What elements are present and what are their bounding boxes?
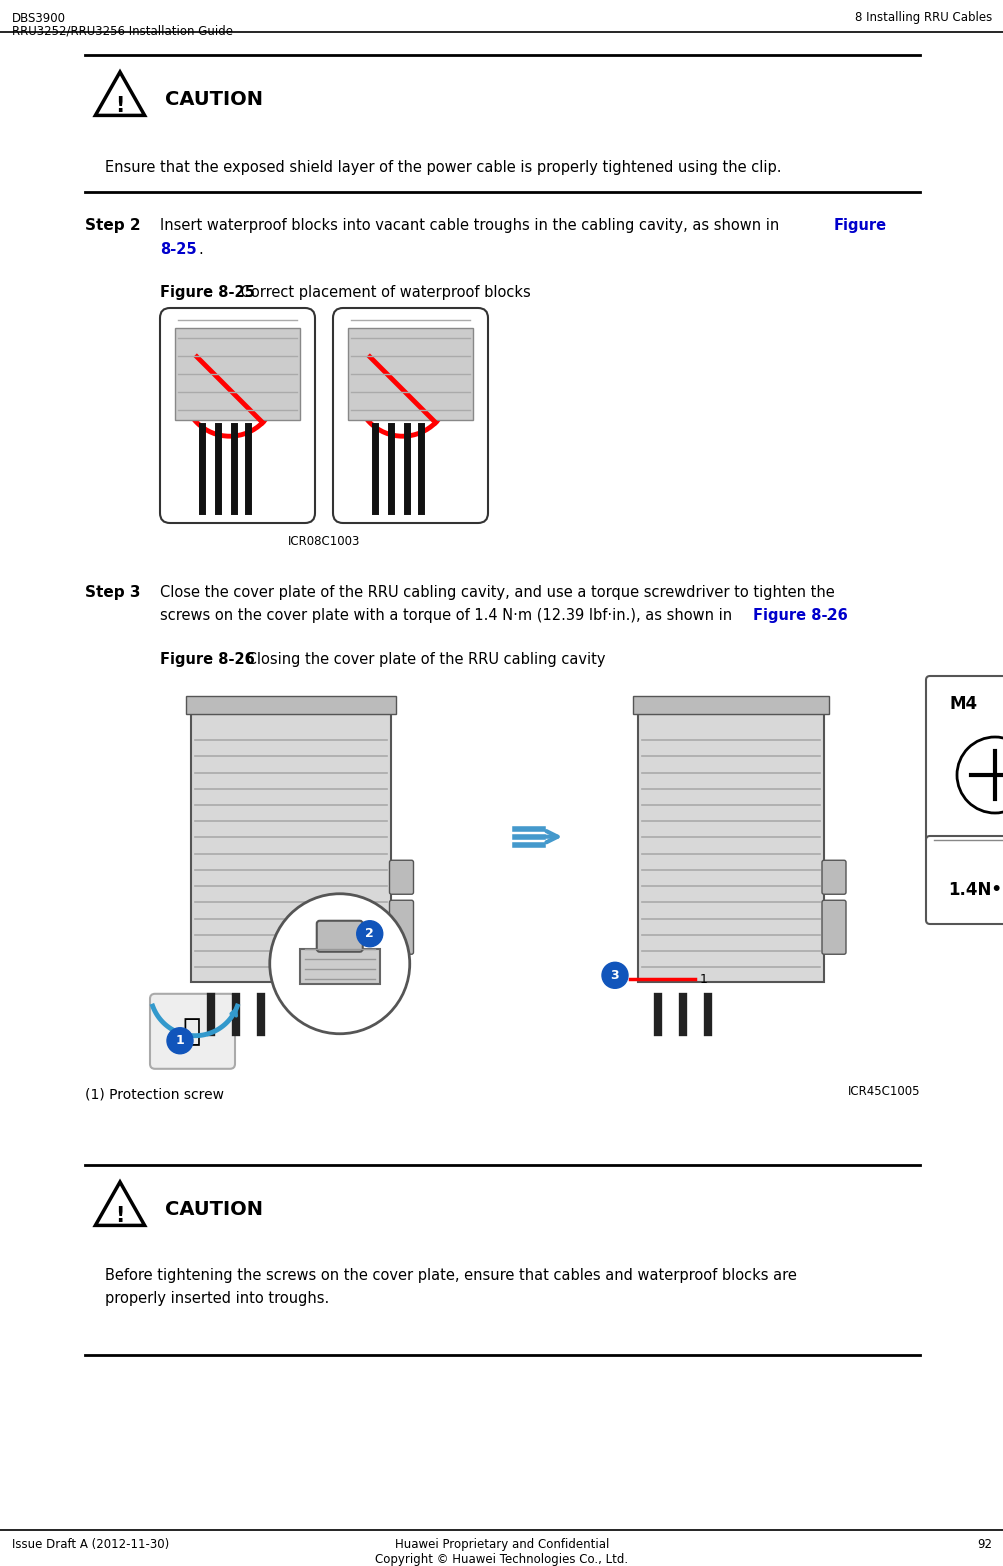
Text: Step 3: Step 3 xyxy=(85,586,140,600)
Text: Step 2: Step 2 xyxy=(85,218,140,233)
FancyBboxPatch shape xyxy=(149,994,235,1070)
Text: .: . xyxy=(824,608,828,623)
FancyBboxPatch shape xyxy=(389,900,413,954)
Text: ✋: ✋ xyxy=(183,1018,201,1046)
Text: 3: 3 xyxy=(610,969,619,982)
FancyBboxPatch shape xyxy=(192,714,391,982)
Text: Figure 8-26: Figure 8-26 xyxy=(752,608,847,623)
Text: !: ! xyxy=(115,96,124,116)
Text: Insert waterproof blocks into vacant cable troughs in the cabling cavity, as sho: Insert waterproof blocks into vacant cab… xyxy=(159,218,783,233)
Text: 2: 2 xyxy=(365,927,374,940)
Text: 92: 92 xyxy=(976,1538,991,1550)
Text: properly inserted into troughs.: properly inserted into troughs. xyxy=(105,1290,329,1306)
Text: CAUTION: CAUTION xyxy=(164,89,263,110)
Text: Closing the cover plate of the RRU cabling cavity: Closing the cover plate of the RRU cabli… xyxy=(242,651,605,667)
FancyBboxPatch shape xyxy=(316,921,362,952)
Text: Correct placement of waterproof blocks: Correct placement of waterproof blocks xyxy=(236,285,531,301)
FancyBboxPatch shape xyxy=(638,714,823,982)
FancyBboxPatch shape xyxy=(389,860,413,894)
Text: Figure 8-25: Figure 8-25 xyxy=(159,285,255,301)
FancyBboxPatch shape xyxy=(187,695,396,714)
Text: Issue Draft A (2012-11-30): Issue Draft A (2012-11-30) xyxy=(12,1538,170,1550)
Circle shape xyxy=(166,1027,193,1054)
Text: M4: M4 xyxy=(949,695,977,713)
Text: DBS3900: DBS3900 xyxy=(12,13,66,25)
Text: 8 Installing RRU Cables: 8 Installing RRU Cables xyxy=(854,11,991,25)
Text: CAUTION: CAUTION xyxy=(164,1200,263,1218)
Text: !: ! xyxy=(115,1206,124,1226)
FancyBboxPatch shape xyxy=(333,309,487,523)
FancyBboxPatch shape xyxy=(175,327,300,420)
Text: Ensure that the exposed shield layer of the power cable is properly tightened us: Ensure that the exposed shield layer of … xyxy=(105,160,780,175)
Text: ICR45C1005: ICR45C1005 xyxy=(847,1085,919,1098)
FancyBboxPatch shape xyxy=(633,695,828,714)
Text: Huawei Proprietary and Confidential
Copyright © Huawei Technologies Co., Ltd.: Huawei Proprietary and Confidential Copy… xyxy=(375,1538,628,1566)
Text: Before tightening the screws on the cover plate, ensure that cables and waterpro: Before tightening the screws on the cove… xyxy=(105,1268,796,1283)
Text: ICR08C1003: ICR08C1003 xyxy=(288,536,360,548)
Text: 1: 1 xyxy=(699,972,707,985)
Circle shape xyxy=(602,962,627,988)
Text: 8-25: 8-25 xyxy=(159,243,197,257)
FancyBboxPatch shape xyxy=(925,677,1003,844)
Text: RRU3252/RRU3256 Installation Guide: RRU3252/RRU3256 Installation Guide xyxy=(12,23,233,38)
Text: Close the cover plate of the RRU cabling cavity, and use a torque screwdriver to: Close the cover plate of the RRU cabling… xyxy=(159,586,833,600)
Circle shape xyxy=(270,894,409,1034)
Text: Figure 8-26: Figure 8-26 xyxy=(159,651,255,667)
Text: (1) Protection screw: (1) Protection screw xyxy=(85,1087,224,1101)
Text: .: . xyxy=(198,243,203,257)
Text: 1.4N•m: 1.4N•m xyxy=(947,882,1003,899)
FancyBboxPatch shape xyxy=(348,327,472,420)
FancyBboxPatch shape xyxy=(925,836,1003,924)
FancyBboxPatch shape xyxy=(821,860,846,894)
FancyBboxPatch shape xyxy=(300,949,379,983)
FancyBboxPatch shape xyxy=(821,900,846,954)
Circle shape xyxy=(356,921,382,947)
Text: 1: 1 xyxy=(176,1034,185,1048)
Text: Figure: Figure xyxy=(833,218,887,233)
FancyBboxPatch shape xyxy=(159,309,315,523)
Text: screws on the cover plate with a torque of 1.4 N·m (12.39 lbf·in.), as shown in: screws on the cover plate with a torque … xyxy=(159,608,736,623)
